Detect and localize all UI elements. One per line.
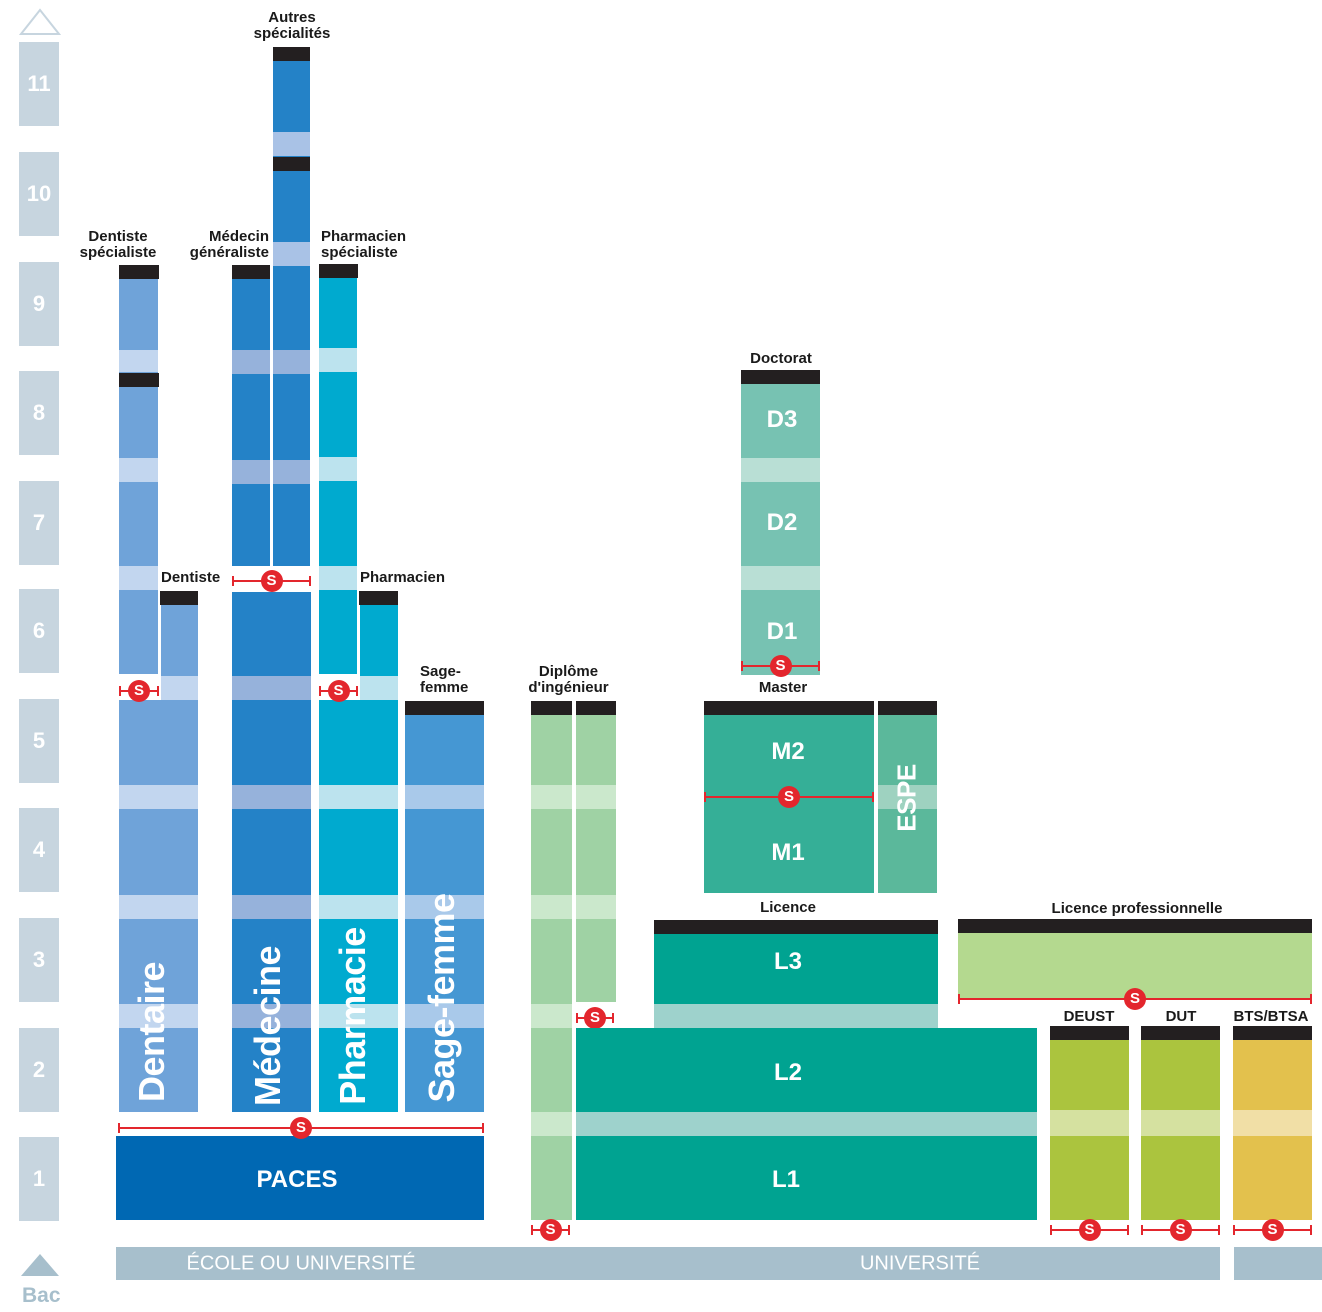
- dut-label: DUT: [1165, 1008, 1197, 1025]
- l2-label: L2: [773, 1059, 803, 1086]
- l3-label: L3: [773, 948, 803, 975]
- selection-licence-pro: S: [958, 988, 1312, 1010]
- selection-dentiste: S: [119, 680, 159, 702]
- licence-label: Licence: [760, 899, 816, 916]
- m1-label: M1: [771, 839, 805, 866]
- bac-label: Bac: [22, 1284, 61, 1307]
- diplome-ingenieur-label: Diplôme d'ingénieur: [528, 663, 609, 696]
- ecole-universite-label: ÉCOLE OU UNIVERSITÉ: [186, 1252, 416, 1274]
- selection-pharmacie: S: [319, 680, 358, 702]
- ingenieur-column-1: [531, 702, 572, 1220]
- year-8: 8: [19, 371, 59, 455]
- diploma-bar: [119, 265, 159, 279]
- dentaire-label: Dentaire: [131, 961, 172, 1103]
- diploma-bar: [273, 47, 310, 61]
- institution-band: ÉCOLE OU UNIVERSITÉ UNIVERSITÉ: [116, 1247, 1220, 1280]
- year-10: 10: [19, 152, 59, 236]
- l1-block: [576, 1136, 1037, 1220]
- diploma-bar: [704, 701, 874, 715]
- paces-block: [116, 1136, 484, 1220]
- selection-deust: S: [1050, 1219, 1129, 1241]
- selection-doctorat: S: [741, 655, 820, 677]
- selection-ingenieur-bac: S: [531, 1219, 570, 1241]
- licence-pro-label: Licence professionnelle: [1051, 900, 1223, 917]
- medecin-generaliste-column: [232, 266, 270, 566]
- pharmacie-label: Pharmacie: [332, 927, 373, 1105]
- year-6: 6: [19, 589, 59, 673]
- ingenieur-column-2: [576, 702, 616, 1002]
- diploma-bar: [232, 265, 270, 279]
- year-7: 7: [19, 481, 59, 565]
- lycee-band: [1234, 1247, 1322, 1280]
- selection-bts: S: [1233, 1219, 1312, 1241]
- diploma-bar: [1141, 1026, 1220, 1040]
- diploma-bar: [273, 157, 310, 171]
- universite-label: UNIVERSITÉ: [859, 1252, 981, 1274]
- bac-arrow-icon: [21, 1254, 59, 1276]
- d2-label: D2: [766, 509, 798, 536]
- medecine-label: Médecine: [247, 945, 288, 1107]
- selection-medecine: S: [232, 570, 311, 592]
- l2-block: [576, 1028, 1037, 1112]
- bts-label: BTS/BTSA: [1233, 1008, 1309, 1025]
- diploma-bar: [319, 264, 358, 278]
- selection-master: S: [704, 786, 874, 808]
- diploma-bar: [1233, 1026, 1312, 1040]
- diploma-bar: [1050, 1026, 1129, 1040]
- year-9: 9: [19, 262, 59, 346]
- l1-label: L1: [771, 1166, 801, 1193]
- dentiste-specialiste-label: Dentiste spécialiste: [79, 228, 157, 261]
- year-5: 5: [19, 699, 59, 783]
- diploma-bar: [878, 701, 937, 715]
- paces-label: PACES: [256, 1166, 338, 1193]
- doctorat-block: [741, 371, 820, 675]
- diploma-bar: [576, 701, 616, 715]
- dentiste-label: Dentiste: [161, 569, 221, 586]
- sage-femme-label: Sage-femme: [421, 893, 462, 1103]
- year-1: 1: [19, 1137, 59, 1221]
- espe-label: ESPE: [891, 764, 922, 832]
- deust-label: DEUST: [1063, 1008, 1115, 1025]
- diploma-bar: [359, 591, 398, 605]
- selection-dut: S: [1141, 1219, 1220, 1241]
- pharmacien-label: Pharmacien: [360, 569, 446, 586]
- top-arrow-icon: [19, 8, 61, 35]
- diploma-bar: [958, 919, 1312, 933]
- master-label: Master: [758, 679, 808, 696]
- diploma-bar: [405, 701, 484, 715]
- selection-ingenieur-l2: S: [576, 1007, 614, 1029]
- d1-label: D1: [766, 618, 798, 645]
- autres-specialites-label: Autres spécialités: [253, 9, 331, 42]
- selection-paces: S: [118, 1117, 484, 1139]
- diploma-bar: [119, 373, 159, 387]
- pharmacien-specialiste-label: Pharmacien spécialiste: [321, 228, 407, 261]
- doctorat-label: Doctorat: [750, 350, 812, 367]
- medecin-generaliste-label: Médecin généraliste: [189, 228, 269, 261]
- autres-specialites-column: [273, 47, 310, 566]
- diploma-bar: [741, 370, 820, 384]
- diploma-bar: [654, 920, 938, 934]
- sage-femme-diploma-label: Sage-femme: [420, 663, 469, 696]
- l3-block: [654, 920, 938, 1004]
- year-2: 2: [19, 1028, 59, 1112]
- m2-label: M2: [771, 738, 805, 765]
- licence-pro-block: [958, 920, 1312, 1000]
- diploma-bar: [160, 591, 198, 605]
- year-4: 4: [19, 808, 59, 892]
- diploma-bar: [531, 701, 572, 715]
- year-3: 3: [19, 918, 59, 1002]
- year-11: 11: [19, 42, 59, 126]
- d3-label: D3: [766, 406, 798, 433]
